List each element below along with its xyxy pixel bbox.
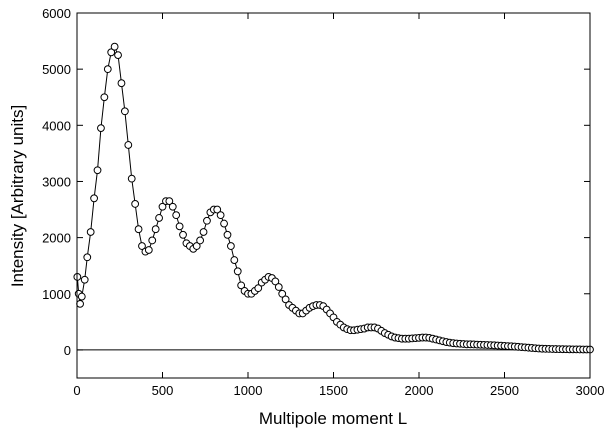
data-point bbox=[196, 236, 205, 245]
x-tick-label: 0 bbox=[73, 383, 80, 398]
data-point bbox=[271, 277, 280, 286]
data-point bbox=[274, 283, 283, 291]
data-point bbox=[155, 214, 163, 222]
x-tick-label: 1000 bbox=[234, 383, 263, 398]
data-point bbox=[93, 166, 102, 175]
data-point bbox=[227, 242, 235, 250]
data-point bbox=[165, 197, 174, 206]
data-point bbox=[148, 236, 157, 245]
data-point bbox=[213, 205, 222, 214]
data-point bbox=[77, 292, 86, 301]
y-tick-label: 4000 bbox=[42, 118, 71, 133]
plot-frame bbox=[76, 12, 591, 379]
data-point bbox=[203, 216, 211, 225]
data-point bbox=[158, 202, 167, 211]
data-point bbox=[131, 200, 140, 208]
data-point bbox=[254, 284, 263, 293]
y-tick-label: 5000 bbox=[42, 62, 71, 77]
x-tick-label: 1500 bbox=[319, 383, 348, 398]
y-axis-label: Intensity [Arbitrary units] bbox=[8, 105, 27, 287]
data-point bbox=[216, 211, 225, 220]
data-point bbox=[237, 281, 246, 290]
y-tick-label: 3000 bbox=[42, 174, 71, 189]
data-point bbox=[100, 93, 109, 102]
data-point bbox=[103, 65, 112, 74]
data-point bbox=[172, 211, 181, 220]
data-point bbox=[114, 51, 122, 60]
x-axis-label: Multipole moment L bbox=[259, 409, 407, 428]
y-tick-label: 6000 bbox=[42, 6, 71, 21]
series-line bbox=[76, 45, 591, 351]
y-tick-label: 0 bbox=[64, 343, 71, 358]
data-point bbox=[199, 228, 208, 236]
data-point bbox=[192, 242, 201, 250]
data-point bbox=[97, 124, 105, 133]
data-point bbox=[83, 253, 92, 262]
x-tick-label: 2500 bbox=[490, 383, 519, 398]
data-point bbox=[220, 219, 228, 228]
data-point bbox=[281, 295, 290, 304]
data-point bbox=[90, 194, 98, 203]
data-point bbox=[107, 48, 116, 57]
data-point bbox=[223, 230, 232, 239]
data-point bbox=[179, 230, 187, 239]
data-point bbox=[86, 228, 95, 236]
data-point bbox=[124, 141, 133, 149]
data-point bbox=[80, 275, 89, 284]
data-point bbox=[151, 225, 160, 234]
data-point bbox=[138, 242, 146, 250]
y-tick-label: 1000 bbox=[42, 287, 71, 302]
x-tick-label: 500 bbox=[152, 383, 174, 398]
data-point bbox=[120, 107, 129, 116]
data-point bbox=[144, 246, 153, 254]
data-point bbox=[110, 42, 119, 51]
data-point bbox=[127, 174, 136, 183]
data-point bbox=[230, 256, 239, 264]
data-point bbox=[168, 202, 177, 211]
data-point bbox=[175, 222, 184, 231]
data-point bbox=[233, 267, 242, 276]
data-point bbox=[278, 289, 287, 298]
data-point bbox=[134, 225, 143, 234]
x-tick-label: 3000 bbox=[576, 383, 605, 398]
data-point bbox=[117, 79, 126, 88]
x-tick-label: 2000 bbox=[405, 383, 434, 398]
data-point bbox=[76, 299, 84, 308]
y-tick-label: 2000 bbox=[42, 231, 71, 246]
